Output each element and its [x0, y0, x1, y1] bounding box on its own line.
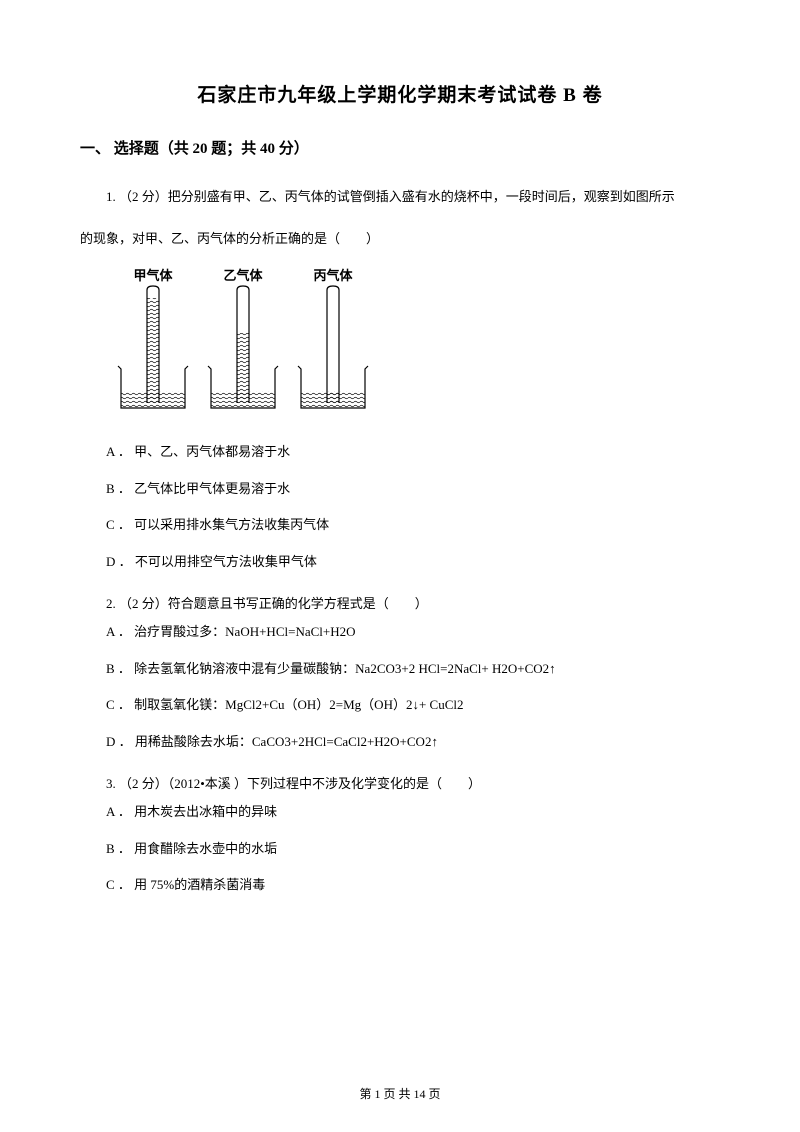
q2-option-c: C ． 制取氢氧化镁：MgCl2+Cu（OH）2=Mg（OH）2↓+ CuCl2: [80, 691, 720, 720]
footer-total: 14: [414, 1087, 426, 1101]
section-heading-1: 一、 选择题（共 20 题；共 40 分）: [80, 137, 720, 158]
q1-label-yi: 乙气体: [223, 268, 263, 283]
q3-option-c: C ． 用 75%的酒精杀菌消毒: [80, 871, 720, 900]
footer-prefix: 第: [359, 1087, 374, 1101]
q1-label-bing: 丙气体: [313, 268, 353, 283]
page-title: 石家庄市九年级上学期化学期末考试试卷 B 卷: [80, 80, 720, 107]
q3-option-b: B ． 用食醋除去水壶中的水垢: [80, 835, 720, 864]
q2-option-b: B ． 除去氢氧化钠溶液中混有少量碳酸钠：Na2CO3+2 HCl=2NaCl+…: [80, 655, 720, 684]
footer-suffix: 页: [426, 1087, 441, 1101]
page-footer: 第 1 页 共 14 页: [0, 1085, 800, 1102]
q3-stem: 3. （2 分）（2012•本溪 ）下列过程中不涉及化学变化的是（ ）: [80, 770, 720, 799]
q1-stem-line1: 1. （2 分）把分别盛有甲、乙、丙气体的试管倒插入盛有水的烧杯中，一段时间后，…: [80, 183, 720, 212]
q2-option-a: A ． 治疗胃酸过多：NaOH+HCl=NaCl+H2O: [80, 618, 720, 647]
q2-option-d: D ． 用稀盐酸除去水垢：CaCO3+2HCl=CaCl2+H2O+CO2↑: [80, 728, 720, 757]
q1-option-c: C ． 可以采用排水集气方法收集丙气体: [80, 511, 720, 540]
exam-page: 石家庄市九年级上学期化学期末考试试卷 B 卷 一、 选择题（共 20 题；共 4…: [0, 0, 800, 1132]
q3-option-a: A ． 用木炭去出冰箱中的异味: [80, 798, 720, 827]
q2-stem: 2. （2 分）符合题意且书写正确的化学方程式是（ ）: [80, 590, 720, 619]
q1-diagram: 甲气体: [110, 268, 720, 423]
q1-option-a: A ． 甲、乙、丙气体都易溶于水: [80, 438, 720, 467]
q1-label-jia: 甲气体: [133, 268, 173, 283]
q1-option-d: D ． 不可以用排空气方法收集甲气体: [80, 548, 720, 577]
q1-svg: 甲气体: [110, 268, 390, 418]
q1-stem-line2: 的现象，对甲、乙、丙气体的分析正确的是（ ）: [80, 225, 720, 254]
footer-mid: 页 共: [380, 1087, 413, 1101]
q1-option-b: B ． 乙气体比甲气体更易溶于水: [80, 475, 720, 504]
